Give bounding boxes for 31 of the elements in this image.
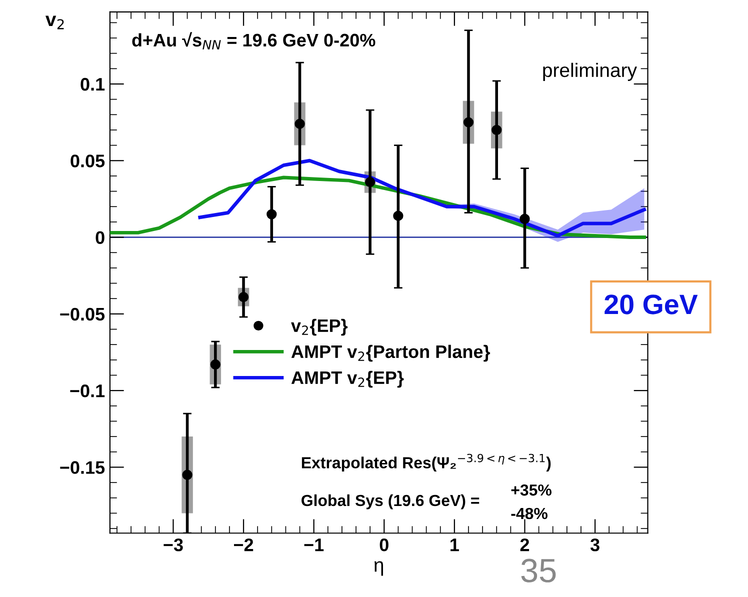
point [182,470,192,480]
legend-label: v$_{2}${EP} [291,318,348,336]
annotation: +35% [511,484,552,496]
x-tick-label: 2 [520,538,530,552]
x-tick-label: −1 [304,538,324,552]
point [294,118,305,129]
x-tick-label: −2 [234,538,254,552]
text: 35 [521,558,556,582]
annotation: preliminary [543,62,637,81]
y-tick-label: 0 [96,231,104,244]
y-tick-label: 0.1 [80,78,105,91]
annotation: Extrapolated Res(Ψ₂$^{−3.9<η<−3.1}$) [302,454,551,472]
x-tick-label: 3 [590,538,600,552]
legend-label: AMPT v$_{2}${Parton Plane} [291,344,490,362]
y-tick-label: −0.05 [60,308,105,321]
y-tick-label: −0.1 [70,384,105,398]
y-tick-label: 0.05 [70,154,105,168]
x-tick-label: 0 [380,538,388,552]
x-tick-label: 1 [450,538,459,552]
point [266,209,277,220]
annotation: Global Sys (19.6 GeV) = [302,494,480,510]
x-tick-label: −3 [164,538,183,552]
annotation: 20 GeV [604,294,698,314]
y-tick-label: −0.15 [60,461,105,474]
x-axis-title: η [374,561,384,576]
point [520,214,530,224]
y-axis-title: v$_{2}$ [45,16,64,30]
annotation: -48% [511,508,548,520]
legend-label: AMPT v$_{2}${EP} [291,370,404,388]
text: d+Au √s$_{NN}$ = 19.6 GeV 0-20% [132,32,376,50]
point [393,210,404,221]
